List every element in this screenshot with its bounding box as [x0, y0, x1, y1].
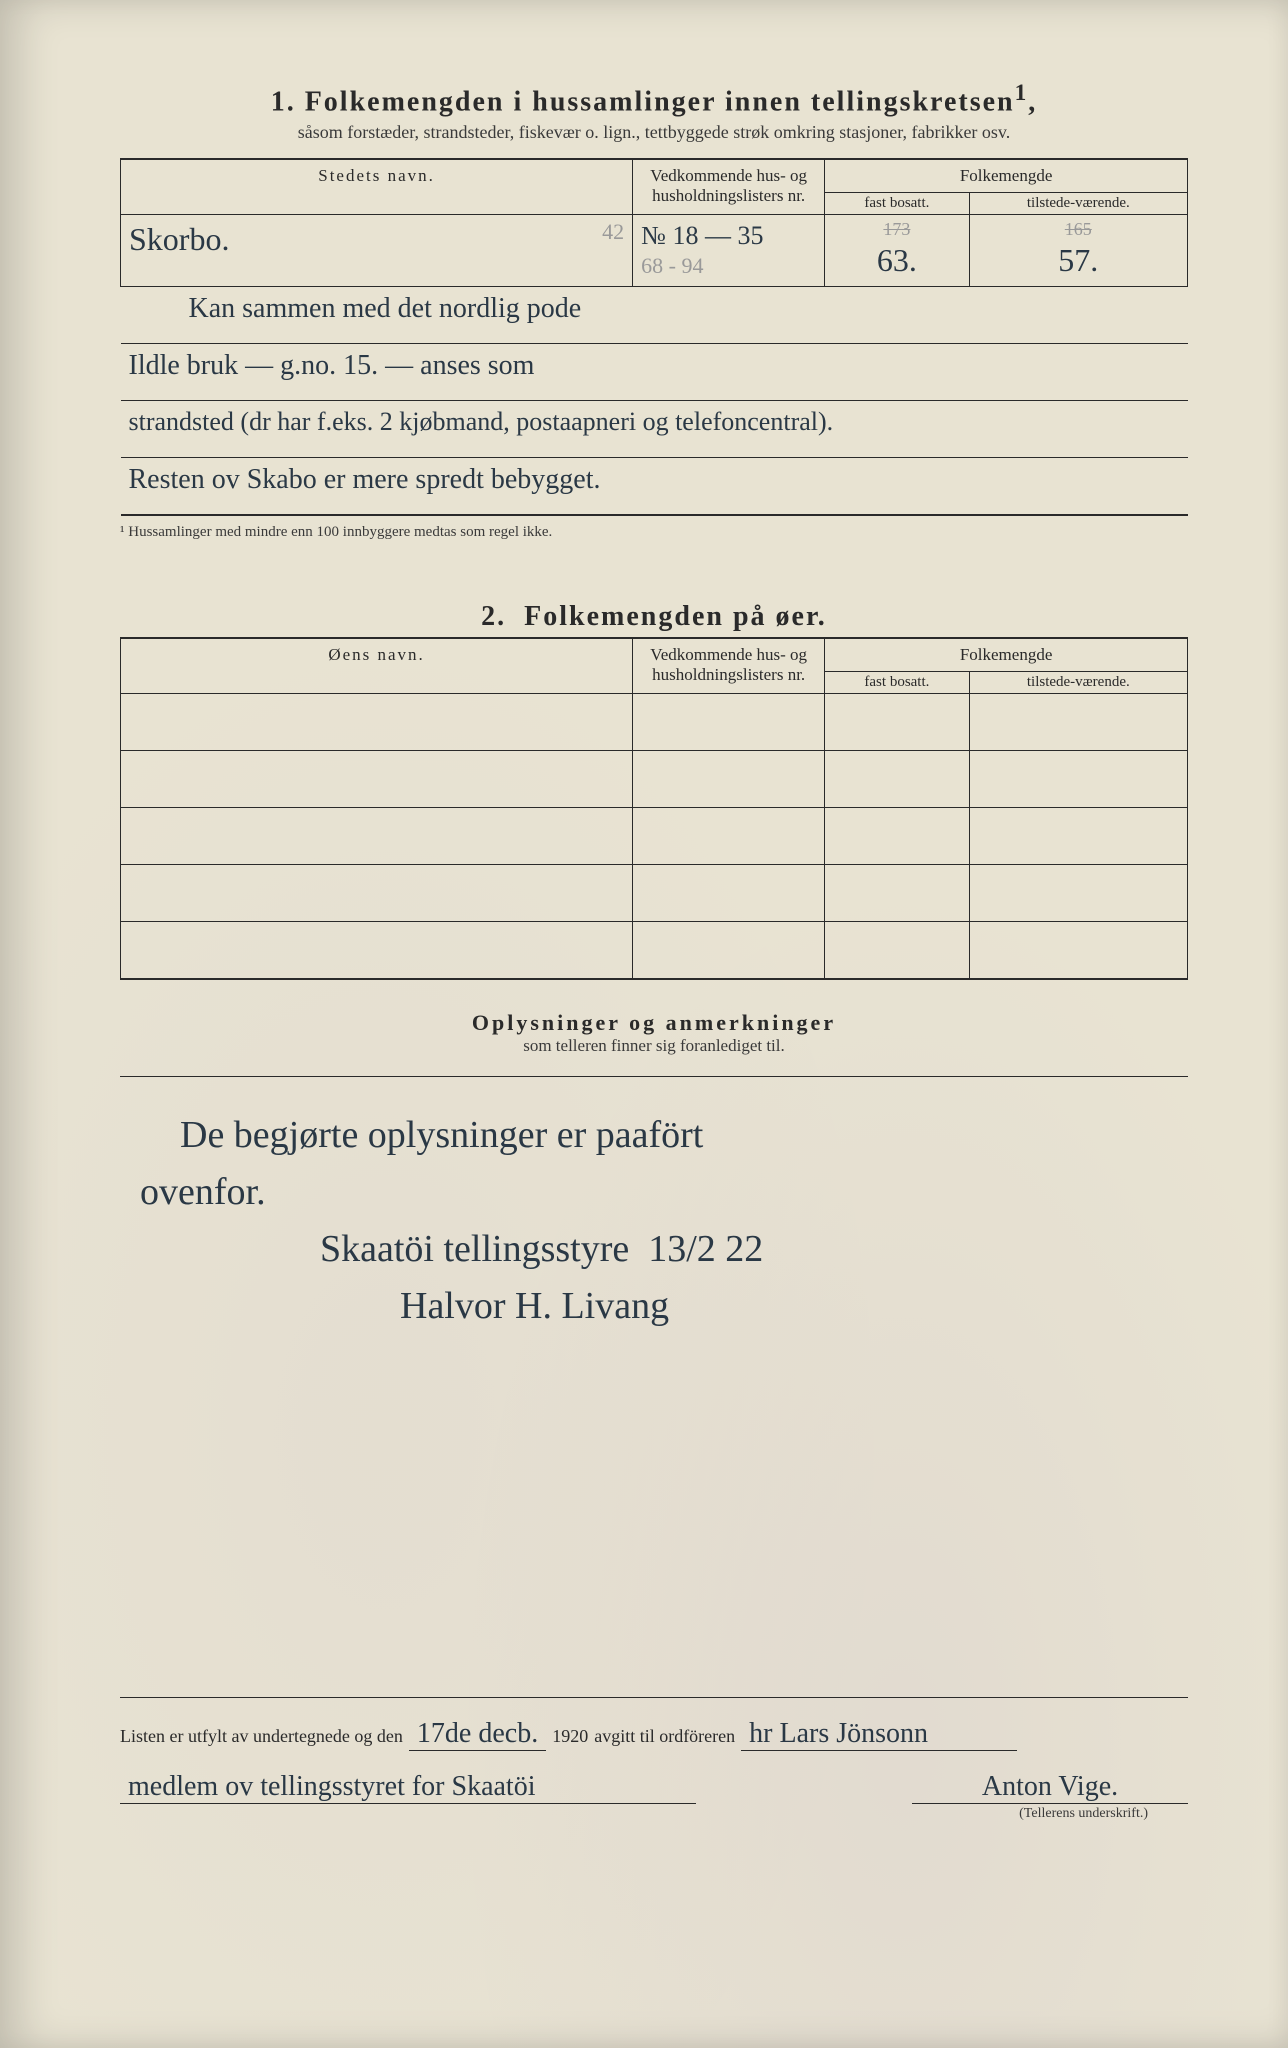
- s2-header-fast: fast bosatt.: [825, 671, 969, 693]
- row1-fast: 173 63.: [825, 215, 969, 287]
- notes-row3: strandsted (dr har f.eks. 2 kjøbmand, po…: [121, 400, 1188, 457]
- footer-line1: Listen er utfylt av undertegnede og den …: [120, 1718, 1188, 1751]
- notes4: Resten ov Skabo er mere spredt bebygget.: [129, 464, 601, 495]
- notes-row4: Resten ov Skabo er mere spredt bebygget.: [121, 457, 1188, 515]
- s2-header-pop: Folkemengde: [825, 638, 1188, 671]
- remarks-date: 13/2 22: [648, 1228, 763, 1270]
- signature-label: (Tellerens underskrift.): [120, 1806, 1188, 1822]
- row1-nr2: 68 - 94: [641, 253, 703, 278]
- census-form-page: 1. Folkemengden i hussamlinger innen tel…: [0, 0, 1288, 2048]
- footer-line2: medlem ov tellingsstyret for Skaatöi Ant…: [120, 1771, 1188, 1804]
- empty-cell: [121, 864, 633, 921]
- remarks-subtitle: som telleren finner sig foranlediget til…: [120, 1036, 1188, 1056]
- section2-number: 2.: [481, 601, 506, 632]
- footer-line2-text: medlem ov tellingsstyret for Skaatöi: [120, 1771, 696, 1804]
- footer-year: 1920: [552, 1726, 588, 1747]
- s2-header-tilstede: tilstede-værende.: [969, 671, 1187, 693]
- s2-header-nr: Vedkommende hus- og husholdningslisters …: [633, 638, 825, 693]
- row1-fast-strike: 173: [883, 219, 910, 239]
- header-name: Stedets navn.: [121, 160, 633, 215]
- row1-nr: № 18 — 35 68 - 94: [633, 215, 825, 287]
- remarks-body: De begjørte oplysninger er paafört ovenf…: [120, 1077, 1188, 1497]
- row1-nr1: № 18 — 35: [641, 221, 763, 250]
- section1-number: 1.: [271, 86, 296, 117]
- section1-subtitle: såsom forstæder, strandsteder, fiskevær …: [120, 122, 1188, 143]
- remarks-line4: Halvor H. Livang: [140, 1278, 1168, 1335]
- section1-title: 1. Folkemengden i hussamlinger innen tel…: [120, 80, 1188, 118]
- row1-fast-val: 63.: [877, 242, 917, 278]
- footer-date: 17de decb.: [409, 1718, 546, 1751]
- header-tilstede: tilstede-værende.: [969, 193, 1187, 215]
- remarks-title: Oplysninger og anmerkninger: [120, 1010, 1188, 1036]
- notes2: Ildle bruk — g.no. 15. — anses som: [129, 350, 535, 381]
- remarks-line2: ovenfor.: [140, 1164, 1168, 1221]
- footer-mid: avgitt til ordföreren: [594, 1726, 735, 1747]
- footer-prefix: Listen er utfylt av undertegnede og den: [120, 1726, 403, 1747]
- header-pop: Folkemengde: [825, 160, 1188, 193]
- remarks-line3: Skaatöi tellingsstyre 13/2 22: [140, 1221, 1168, 1278]
- footer-signature: Anton Vige.: [912, 1771, 1188, 1804]
- section2-title: 2. Folkemengden på øer.: [120, 601, 1188, 633]
- empty-cell: [121, 807, 633, 864]
- section1-table: Stedets navn. Vedkommende hus- og hushol…: [120, 159, 1188, 516]
- section1-title-text: Folkemengden i hussamlinger innen tellin…: [305, 86, 1015, 117]
- divider4: [120, 1697, 1188, 1698]
- header-nr: Vedkommende hus- og husholdningslisters …: [633, 160, 825, 215]
- header-fast: fast bosatt.: [825, 193, 969, 215]
- notes1: Kan sammen med det nordlig pode: [129, 293, 582, 324]
- remarks-line1: De begjørte oplysninger er paafört: [140, 1107, 1168, 1164]
- empty-cell: [121, 693, 633, 750]
- empty-cell: [121, 750, 633, 807]
- row1-name-hw: Skorbo.: [129, 221, 229, 257]
- empty-cell: [121, 921, 633, 979]
- row1-til-val: 57.: [1058, 242, 1098, 278]
- row1-pencil: 42: [602, 219, 624, 245]
- row1-name: Skorbo. 42: [121, 215, 633, 287]
- s2-header-name: Øens navn.: [121, 638, 633, 693]
- section2-table: Øens navn. Vedkommende hus- og husholdni…: [120, 638, 1188, 980]
- notes-row1: Kan sammen med det nordlig pode: [121, 286, 1188, 343]
- footer-name1: hr Lars Jönsonn: [741, 1718, 1017, 1751]
- section1-footnote: ¹ Hussamlinger med mindre enn 100 innbyg…: [120, 524, 1188, 541]
- row1-tilstede: 165 57.: [969, 215, 1187, 287]
- row1-til-strike: 165: [1065, 219, 1092, 239]
- section2-title-text: Folkemengden på øer.: [524, 601, 827, 632]
- section1-sup: 1: [1015, 80, 1029, 106]
- notes-row2: Ildle bruk — g.no. 15. — anses som: [121, 343, 1188, 400]
- notes3: strandsted (dr har f.eks. 2 kjøbmand, po…: [129, 407, 834, 436]
